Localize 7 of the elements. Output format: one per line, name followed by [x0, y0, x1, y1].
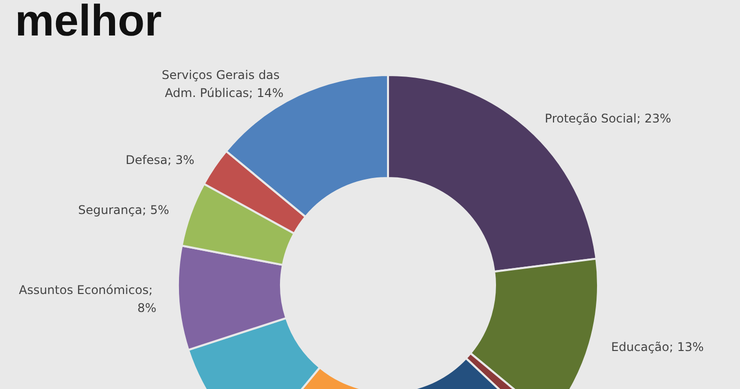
chart-title: melhor [15, 0, 162, 46]
slice-label: Defesa; 3% [126, 153, 194, 168]
slice-label: Educação; 13% [611, 340, 704, 354]
slice-label: Proteção Social; 23% [544, 111, 672, 126]
slice-label: Assuntos Económicos; 8% [18, 282, 156, 315]
slice-label: Segurança; 5% [78, 202, 170, 217]
slice-label: Serviços Gerais das Adm. Públicas; 14% [162, 68, 284, 100]
